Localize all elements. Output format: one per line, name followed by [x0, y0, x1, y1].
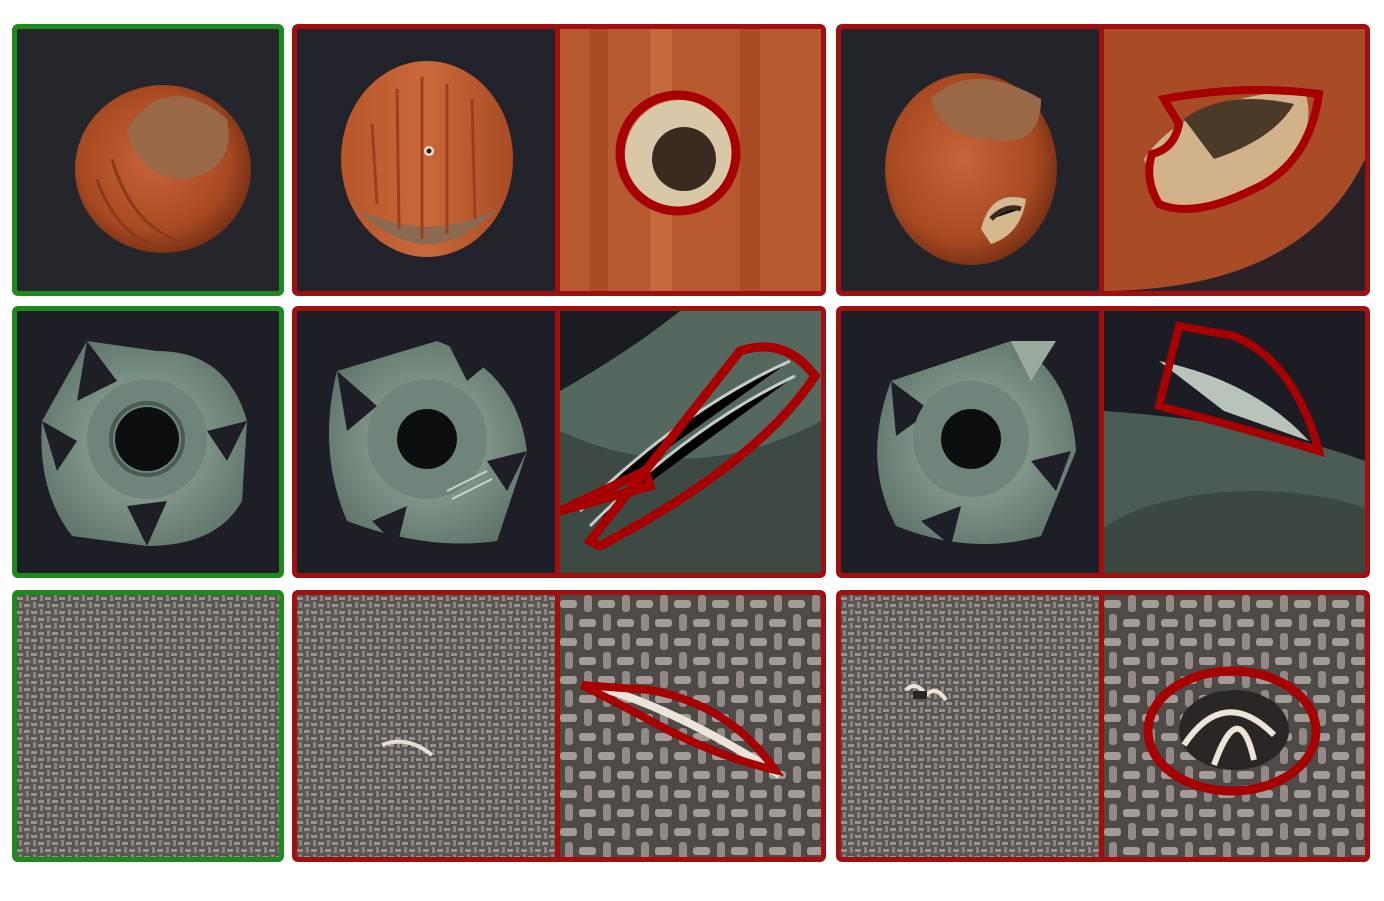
carpet-normal-frame — [12, 590, 284, 862]
carpet-hole-frame — [836, 590, 1370, 862]
metal-nut-bent-full-image — [841, 311, 1099, 573]
hazelnut-crack-zoom-image — [1104, 29, 1365, 291]
metal-nut-scratch-frame — [292, 306, 826, 578]
panel-divider — [1099, 29, 1104, 291]
panel-divider — [1099, 311, 1104, 573]
metal-nut-scratch-full-image — [297, 311, 555, 573]
carpet-thread-full-image — [297, 595, 555, 857]
panel-divider — [555, 311, 560, 573]
hazelnut-crack-full-image — [841, 29, 1099, 291]
metal-nut-bent-zoom-image — [1104, 311, 1365, 573]
hazelnut-crack-frame — [836, 24, 1370, 296]
panel-divider — [555, 595, 560, 857]
hazelnut-normal-image — [17, 29, 279, 291]
carpet-thread-zoom-image — [560, 595, 821, 857]
carpet-normal-image — [17, 595, 279, 857]
metal-nut-normal-image — [17, 311, 279, 573]
metal-nut-normal-frame — [12, 306, 284, 578]
metal-nut-scratch-zoom-image — [560, 311, 821, 573]
hazelnut-hole-zoom-image — [560, 29, 821, 291]
metal-nut-bent-frame — [836, 306, 1370, 578]
hazelnut-hole-frame — [292, 24, 826, 296]
panel-divider — [555, 29, 560, 291]
hazelnut-normal-frame — [12, 24, 284, 296]
panel-divider — [1099, 595, 1104, 857]
carpet-hole-zoom-image — [1104, 595, 1365, 857]
carpet-thread-frame — [292, 590, 826, 862]
carpet-hole-full-image — [841, 595, 1099, 857]
hazelnut-hole-full-image — [297, 29, 555, 291]
